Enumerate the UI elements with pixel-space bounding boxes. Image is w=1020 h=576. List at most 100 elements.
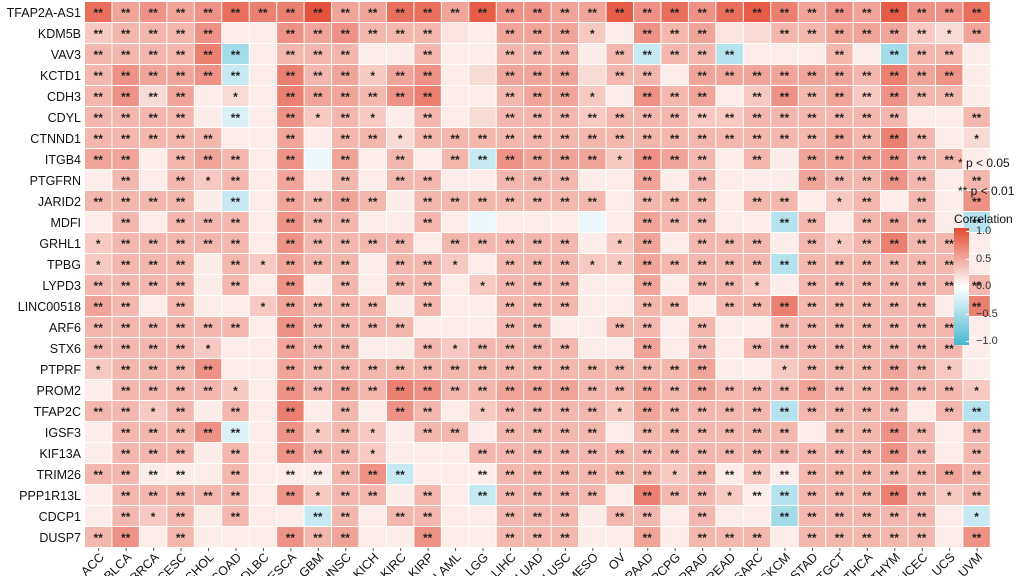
significance-mark: **	[807, 132, 817, 146]
significance-mark: **	[862, 426, 872, 440]
cell-cdcp1-lgg	[469, 506, 496, 526]
cell-cdcp1-chol	[194, 506, 222, 526]
significance-mark: *	[947, 489, 952, 503]
significance-mark: **	[670, 384, 680, 398]
significance-mark: **	[890, 27, 900, 41]
significance-mark: **	[890, 405, 900, 419]
significance-mark: **	[944, 342, 954, 356]
cell-vav3-brca	[139, 44, 167, 64]
cell-kif13a-ucec	[908, 443, 935, 463]
significance-mark: *	[233, 384, 238, 398]
cell-cdh3-ucs	[935, 86, 963, 106]
cell-linc00518-uvm	[963, 296, 990, 316]
cell-tpbg-blca	[112, 254, 139, 274]
significance-mark: *	[370, 447, 375, 461]
gene-label: ARF6	[49, 321, 81, 335]
cell-jarid2-lgg	[469, 191, 496, 211]
significance-mark: **	[917, 174, 927, 188]
cell-linc00518-paad	[634, 296, 661, 316]
significance-mark: **	[643, 132, 653, 146]
cell-lypd3-lusc	[551, 275, 579, 295]
cell-cdh3-acc	[85, 86, 112, 106]
cell-stx6-lusc	[551, 338, 579, 358]
significance-mark: **	[176, 6, 186, 20]
cell-ptprf-lihc	[496, 359, 524, 379]
cell-lypd3-luad	[524, 275, 551, 295]
cell-tpbg-laml	[441, 254, 469, 274]
significance-mark: **	[643, 153, 653, 167]
cell-kdm5b-cesc	[167, 23, 194, 43]
significance-mark: **	[780, 426, 790, 440]
cell-kif13a-acc	[85, 443, 112, 463]
significance-mark: **	[505, 174, 515, 188]
cell-dusp7-laml	[441, 527, 469, 547]
significance-mark: **	[423, 489, 433, 503]
significance-mark: **	[643, 258, 653, 272]
significance-mark: **	[944, 279, 954, 293]
significance-mark: **	[643, 363, 653, 377]
cell-ptgfrn-lihc	[496, 170, 524, 190]
cell-arf6-thca	[853, 317, 881, 337]
cell-cdcp1-brca	[139, 506, 167, 526]
significance-mark: **	[121, 300, 131, 314]
cell-arf6-coad	[222, 317, 249, 337]
significance-mark: **	[807, 258, 817, 272]
cell-stx6-stad	[798, 338, 826, 358]
cell-mdfi-esca	[277, 212, 304, 232]
cell-kdm5b-paad	[634, 23, 661, 43]
cell-ppp1r13l-ov	[606, 485, 633, 505]
cell-ptgfrn-cesc	[167, 170, 194, 190]
cell-dusp7-prad	[688, 527, 716, 547]
significance-mark: **	[890, 321, 900, 335]
significance-mark: *	[398, 132, 403, 146]
cell-tpbg-sarc	[743, 254, 771, 274]
significance-mark: **	[643, 531, 653, 545]
significance-mark: **	[313, 342, 323, 356]
significance-mark: **	[780, 27, 790, 41]
cell-jarid2-tgct	[826, 191, 853, 211]
significance-mark: **	[972, 468, 982, 482]
significance-mark: *	[96, 258, 101, 272]
gene-label: TFAP2C	[34, 405, 81, 419]
cell-cdyl-tgct	[826, 107, 853, 127]
significance-mark: **	[341, 300, 351, 314]
cell-jarid2-uvm	[963, 191, 990, 211]
cell-ptgfrn-chol	[194, 170, 222, 190]
significance-mark: **	[450, 153, 460, 167]
significance-mark: *	[370, 426, 375, 440]
significance-mark: **	[176, 447, 186, 461]
cell-kif13a-meso	[579, 443, 606, 463]
significance-mark: **	[697, 363, 707, 377]
cell-jarid2-skcm	[771, 191, 798, 211]
cell-ctnnd1-thca	[853, 128, 881, 148]
significance-mark: **	[176, 363, 186, 377]
significance-mark: **	[533, 153, 543, 167]
cell-tfap2c-brca	[139, 401, 167, 421]
significance-mark: **	[917, 447, 927, 461]
cell-dusp7-cesc	[167, 527, 194, 547]
cell-ptgfrn-ucs	[935, 170, 963, 190]
significance-mark: **	[917, 426, 927, 440]
cell-jarid2-read	[716, 191, 743, 211]
significance-mark: **	[643, 384, 653, 398]
cell-itgb4-kirc	[386, 149, 414, 169]
significance-mark: *	[206, 174, 211, 188]
cell-ppp1r13l-brca	[139, 485, 167, 505]
significance-mark: **	[780, 489, 790, 503]
significance-mark: **	[94, 342, 104, 356]
cell-cdyl-uvm	[963, 107, 990, 127]
significance-mark: **	[286, 342, 296, 356]
cell-ctnnd1-kich	[359, 128, 386, 148]
cell-igsf3-uvm	[963, 422, 990, 442]
significance-mark: **	[148, 342, 158, 356]
cancer-label: KIRC	[378, 550, 409, 576]
legend-tick-label: 0.0	[976, 280, 992, 292]
cell-arf6-laml	[441, 317, 469, 337]
cell-tfap2c-kich	[359, 401, 386, 421]
significance-mark: **	[670, 27, 680, 41]
cell-cdcp1-kirp	[414, 506, 441, 526]
significance-mark: **	[533, 6, 543, 20]
cell-ptprf-pcpg	[661, 359, 688, 379]
significance-mark: **	[615, 363, 625, 377]
